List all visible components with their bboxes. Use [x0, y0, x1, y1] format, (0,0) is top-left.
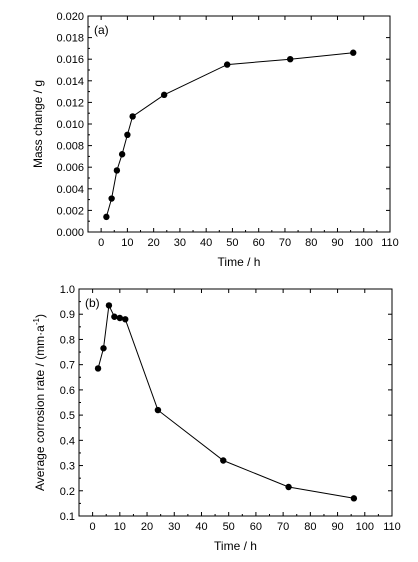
data-point [285, 483, 292, 491]
data-point [223, 61, 231, 68]
y-tick-label: 0.8 [60, 334, 75, 346]
x-tick-label: 80 [304, 521, 316, 533]
x-tick-label: 110 [383, 521, 401, 533]
x-axis-label: Time / h [218, 255, 261, 269]
y-tick-label: 0.5 [60, 410, 75, 422]
x-tick-label: 80 [305, 237, 317, 249]
y-tick-label: 1.0 [60, 284, 75, 296]
data-point [105, 302, 113, 309]
data-point [160, 91, 168, 99]
y-axis-label: Average corrosion rate / (mm·a-1) [32, 314, 47, 491]
plot-frame [78, 288, 393, 517]
chart-panel-b: 0 10 20 30 40 50 60 70 80 90 100 110 0.1 0.2 0.3 0.4 0.5… [32, 284, 401, 553]
x-tick-label: 60 [253, 237, 265, 249]
panel-label: (b) [85, 296, 100, 310]
y-tick-label: 0.000 [56, 227, 84, 239]
y-tick-label: 0.7 [60, 360, 75, 372]
x-tick-label: 90 [331, 521, 343, 533]
panel-label: (a) [94, 23, 109, 37]
x-tick-label: 90 [331, 237, 343, 249]
x-tick-label: 50 [223, 521, 235, 533]
plot-frame [87, 15, 391, 233]
data-point [129, 113, 136, 120]
y-tick-label: 0.012 [56, 97, 84, 109]
x-tick-label: 40 [195, 521, 207, 533]
data-point [287, 56, 294, 63]
y-tick-label: 0.008 [56, 141, 84, 153]
x-tick-label: 20 [141, 521, 153, 533]
data-point [116, 314, 124, 322]
y-tick-label: 0.9 [60, 309, 75, 321]
y-tick-label: 0.2 [60, 486, 75, 498]
chart-panel-a: 0 10 20 30 40 50 60 70 80 90 100 110 0.000 0.002 0.004… [31, 11, 399, 269]
x-tick-label: 100 [355, 237, 373, 249]
data-point [154, 406, 162, 414]
series-line [105, 52, 354, 218]
y-axis-label-tail: ) [33, 314, 47, 318]
y-tick-label: 0.018 [56, 33, 84, 45]
x-tick-label: 100 [356, 521, 374, 533]
data-point [350, 495, 358, 502]
y-axis-label-main: Average corrosion rate / (mm·a [33, 325, 47, 491]
x-tick-label: 20 [148, 237, 160, 249]
y-tick-label: 0.014 [56, 76, 84, 88]
y-tick-label: 0.4 [60, 435, 75, 447]
y-axis-label: Mass change / g [31, 80, 45, 168]
y-tick-label: 0.002 [56, 205, 84, 217]
data-point [103, 213, 110, 221]
x-axis-label: Time / h [214, 539, 257, 553]
x-tick-label: 30 [174, 237, 186, 249]
x-tick-label: 0 [98, 237, 104, 249]
data-point [350, 49, 357, 56]
data-point [100, 345, 107, 352]
data-point [108, 195, 115, 202]
y-axis-label-superscript: -1 [32, 317, 41, 325]
y-tick-label: 0.3 [60, 461, 75, 473]
y-tick-label: 0.020 [56, 11, 84, 23]
x-tick-label: 70 [279, 237, 291, 249]
data-point [220, 457, 227, 464]
y-tick-label: 0.006 [56, 162, 84, 174]
x-tick-label: 110 [381, 237, 399, 249]
y-tick-label: 0.1 [60, 511, 75, 523]
data-point [118, 151, 126, 158]
x-tick-label: 30 [168, 521, 180, 533]
data-point [94, 365, 102, 372]
y-tick-label: 0.010 [56, 119, 84, 131]
y-tick-label: 0.016 [56, 54, 84, 66]
x-tick-label: 60 [250, 521, 262, 533]
x-tick-label: 10 [114, 521, 126, 533]
x-tick-label: 40 [200, 237, 212, 249]
x-tick-label: 0 [90, 521, 96, 533]
data-point [113, 167, 121, 174]
data-point [111, 313, 118, 320]
series-line [97, 303, 354, 499]
data-point [122, 316, 129, 323]
x-tick-label: 50 [226, 237, 238, 249]
y-tick-label: 0.004 [56, 184, 84, 196]
x-tick-label: 70 [277, 521, 289, 533]
x-tick-label: 10 [121, 237, 133, 249]
data-point [124, 131, 131, 138]
y-tick-label: 0.6 [60, 385, 75, 397]
